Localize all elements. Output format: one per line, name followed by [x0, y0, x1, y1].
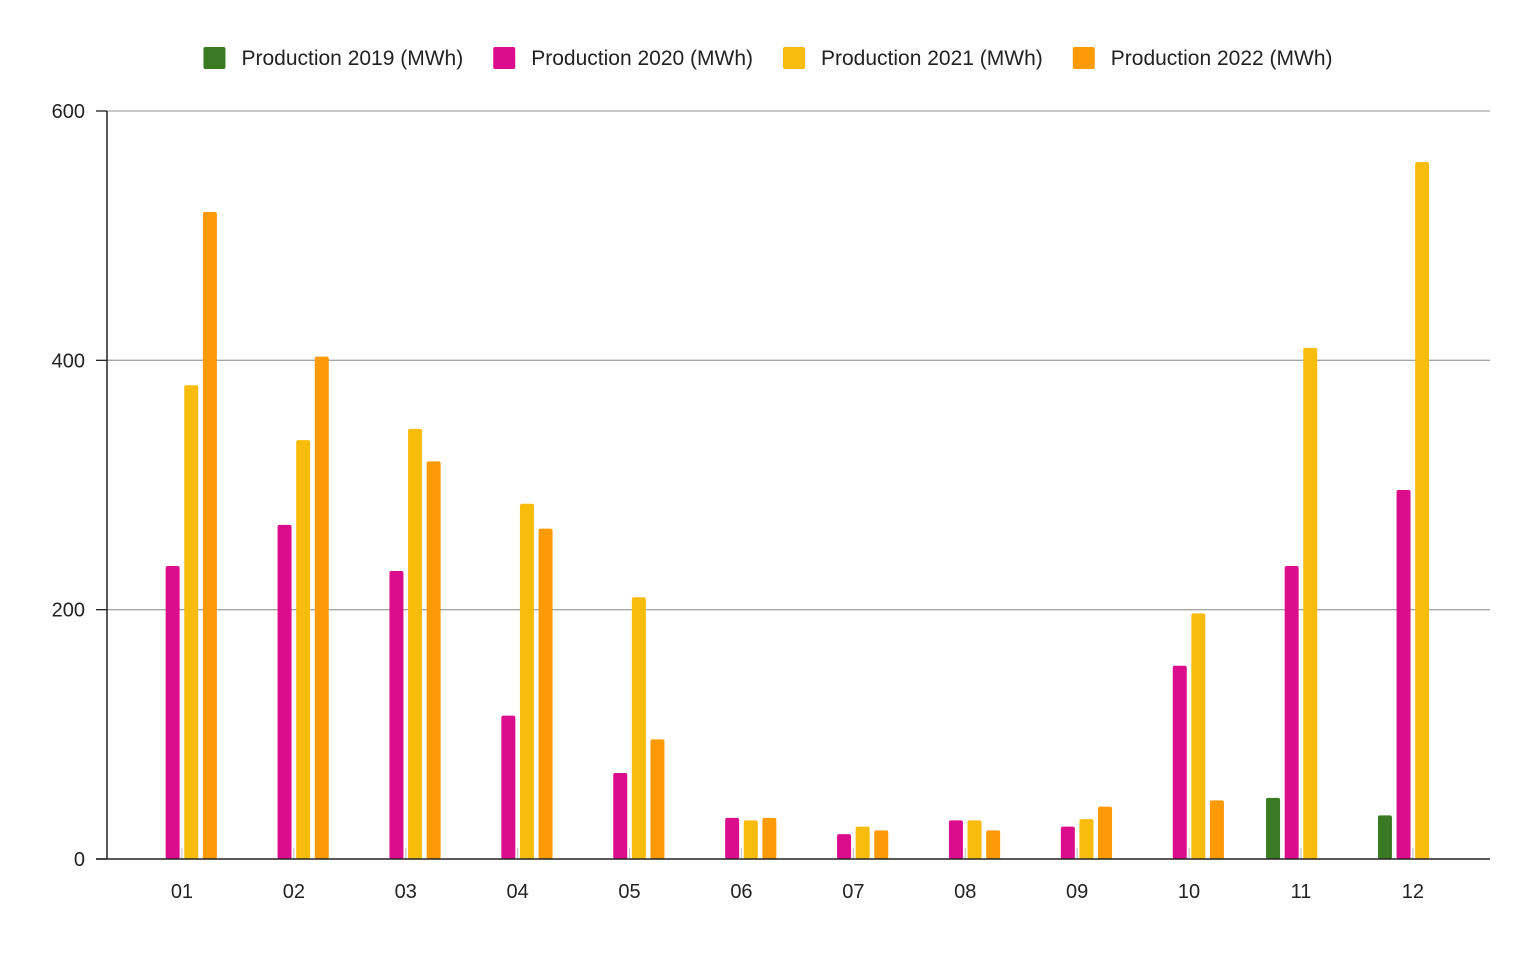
- bar-07-series-3[interactable]: [855, 826, 870, 859]
- legend-label: Production 2020 (MWh): [531, 47, 753, 70]
- x-tick-label: 07: [842, 881, 864, 903]
- bar-05-series-4[interactable]: [650, 739, 665, 859]
- bar-04-series-4[interactable]: [538, 528, 553, 859]
- legend-swatch: [203, 47, 226, 69]
- x-tick-label: 09: [1066, 881, 1088, 903]
- legend-label: Production 2022 (MWh): [1111, 47, 1333, 70]
- legend-swatch: [783, 47, 805, 69]
- x-tick-label: 01: [171, 881, 193, 903]
- y-tick-label: 400: [52, 350, 85, 372]
- bar-04-series-2[interactable]: [501, 715, 516, 859]
- bar-01-series-2[interactable]: [165, 566, 180, 859]
- legend-label: Production 2019 (MWh): [241, 47, 463, 70]
- legend-item-4[interactable]: Production 2022 (MWh): [1072, 47, 1333, 70]
- bar-08-series-3[interactable]: [967, 820, 982, 859]
- bar-02-series-3[interactable]: [296, 440, 311, 859]
- legend: Production 2019 (MWh) Production 2020 (MW…: [203, 47, 1333, 70]
- bar-07-series-4[interactable]: [874, 830, 889, 859]
- bar-07-series-2[interactable]: [837, 834, 852, 859]
- bar-09-series-4[interactable]: [1098, 806, 1113, 859]
- bar-05-series-2[interactable]: [613, 772, 628, 859]
- x-tick-label: 11: [1291, 881, 1312, 903]
- bar-01-series-4[interactable]: [202, 211, 217, 860]
- x-tick-label: 04: [507, 881, 529, 903]
- bar-02-series-2[interactable]: [277, 524, 292, 859]
- gridlines: [107, 110, 1490, 611]
- bar-12-series-3[interactable]: [1415, 162, 1430, 859]
- bar-06-series-3[interactable]: [743, 820, 758, 859]
- bar-10-series-3[interactable]: [1191, 613, 1206, 859]
- bar-11-series-2[interactable]: [1284, 566, 1299, 859]
- bar-09-series-2[interactable]: [1060, 826, 1075, 859]
- x-tick-label: 05: [618, 881, 640, 903]
- legend-swatch: [1072, 47, 1095, 69]
- x-tick-label: 06: [730, 881, 752, 903]
- x-tick-label: 02: [283, 881, 305, 903]
- bar-06-series-2[interactable]: [725, 817, 740, 859]
- legend-swatch: [493, 47, 516, 69]
- bar-04-series-3[interactable]: [519, 503, 534, 859]
- bar-10-series-4[interactable]: [1209, 800, 1224, 859]
- bar-12-series-1[interactable]: [1377, 815, 1392, 859]
- y-tick-label: 200: [52, 600, 85, 622]
- x-tick-label: 12: [1402, 881, 1424, 903]
- bar-11-series-1[interactable]: [1266, 797, 1281, 859]
- bar-01-series-3[interactable]: [184, 385, 199, 859]
- bar-03-series-4[interactable]: [426, 461, 441, 859]
- legend-item-2[interactable]: Production 2020 (MWh): [493, 47, 753, 70]
- legend-item-1[interactable]: Production 2019 (MWh): [203, 47, 463, 70]
- y-tick-label: 0: [74, 849, 85, 871]
- bar-03-series-2[interactable]: [389, 571, 404, 859]
- bar-08-series-4[interactable]: [986, 830, 1001, 859]
- bars: [165, 162, 1430, 860]
- bar-08-series-2[interactable]: [948, 820, 963, 859]
- x-tick-label: 10: [1178, 881, 1200, 903]
- bar-09-series-3[interactable]: [1079, 819, 1094, 859]
- legend-label: Production 2021 (MWh): [821, 47, 1043, 70]
- bar-06-series-4[interactable]: [762, 817, 777, 859]
- y-tick-label: 600: [52, 101, 85, 123]
- bar-11-series-3[interactable]: [1303, 347, 1318, 859]
- bar-02-series-4[interactable]: [314, 356, 329, 859]
- legend-item-3[interactable]: Production 2021 (MWh): [783, 47, 1043, 70]
- bar-03-series-3[interactable]: [408, 428, 423, 859]
- axes: 0 200 400 600 01 02 03 04 05 06 07 08 09 10 11 12: [52, 101, 1490, 903]
- x-tick-label: 03: [395, 881, 417, 903]
- bar-10-series-2[interactable]: [1172, 665, 1187, 859]
- bar-05-series-3[interactable]: [631, 597, 646, 859]
- bar-12-series-2[interactable]: [1396, 489, 1411, 859]
- x-tick-label: 08: [954, 881, 976, 903]
